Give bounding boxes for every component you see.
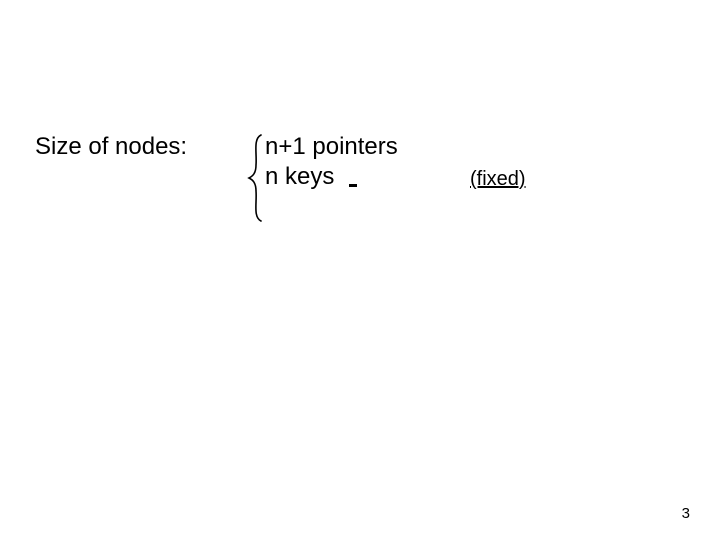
cursor-mark <box>349 184 357 187</box>
curly-brace-icon <box>247 133 265 223</box>
node-pointers-text: n+1 pointers <box>265 133 398 161</box>
slide-title: Size of nodes: <box>35 133 187 161</box>
node-keys-text: n keys <box>265 163 334 191</box>
fixed-annotation: (fixed) <box>470 168 526 191</box>
page-number: 3 <box>682 505 690 522</box>
